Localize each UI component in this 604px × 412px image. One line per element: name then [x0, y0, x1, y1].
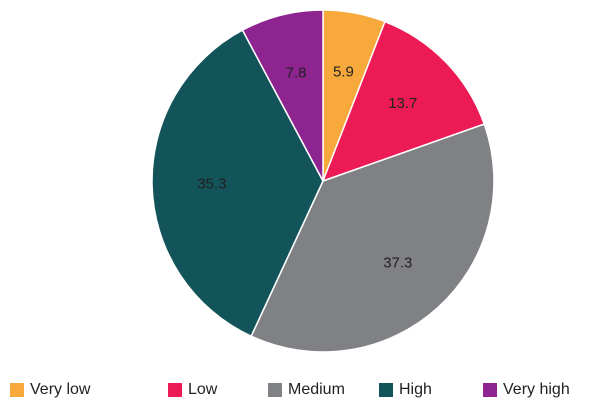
- legend-label-low: Low: [188, 381, 218, 398]
- pie-slice-high: [151, 29, 324, 338]
- pie-slice-low: [321, 20, 486, 183]
- data-label-very-high: 7.8: [286, 65, 307, 82]
- legend-swatch-low: [168, 383, 182, 397]
- legend-label-medium: Medium: [288, 381, 345, 398]
- data-label-very-low: 5.9: [333, 63, 354, 80]
- legend-swatch-very-low: [10, 383, 24, 397]
- legend-swatch-very-high: [483, 383, 497, 397]
- legend-item-high: High: [379, 378, 432, 402]
- pie-chart-svg: 5.9 13.7 37.3 35.3 7.8: [151, 9, 495, 353]
- pie-slice-medium: [250, 123, 495, 353]
- legend-label-high: High: [399, 381, 432, 398]
- legend-item-medium: Medium: [268, 378, 345, 402]
- legend-swatch-high: [379, 383, 393, 397]
- legend-item-very-high: Very high: [483, 378, 570, 402]
- data-label-high: 35.3: [197, 176, 226, 193]
- legend-label-very-low: Very low: [30, 381, 91, 398]
- data-label-low: 13.7: [388, 95, 417, 112]
- legend-swatch-medium: [268, 383, 282, 397]
- legend-item-very-low: Very low: [10, 378, 90, 402]
- pie-data-labels: 5.9 13.7 37.3 35.3 7.8: [197, 63, 417, 271]
- pie-slice-very-high: [241, 9, 324, 182]
- legend-item-low: Low: [168, 378, 217, 402]
- legend-label-very-high: Very high: [503, 381, 570, 398]
- chart-legend: Very low Low Medium High Very high: [10, 378, 600, 402]
- pie-slices: [151, 9, 495, 353]
- data-label-medium: 37.3: [383, 255, 412, 272]
